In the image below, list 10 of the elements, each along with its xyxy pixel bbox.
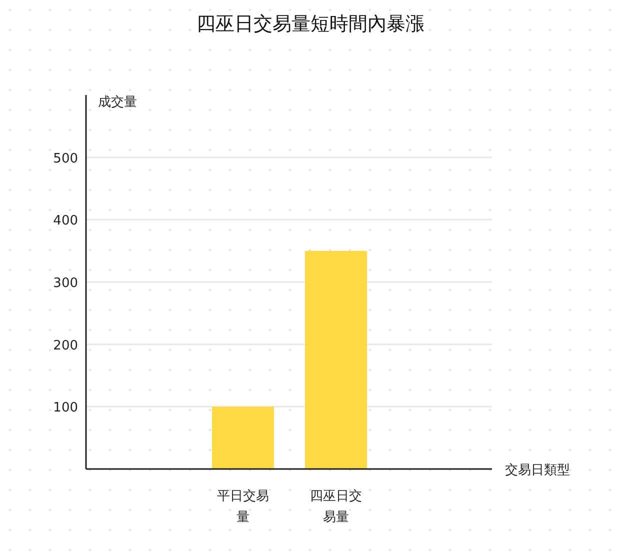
y-axis-title: 成交量	[98, 94, 137, 110]
x-axis-title: 交易日類型	[505, 462, 570, 478]
x-tick-label: 平日交易量	[217, 488, 269, 525]
x-tick-label: 四巫日交易量	[310, 488, 362, 525]
chart-title: 四巫日交易量短時間內暴漲	[196, 13, 424, 35]
y-tick-label: 500	[53, 151, 78, 166]
y-tick-label: 400	[53, 214, 78, 229]
y-tick-label: 300	[53, 276, 78, 291]
y-tick-label: 100	[53, 400, 78, 416]
y-tick-label: 200	[53, 338, 78, 354]
